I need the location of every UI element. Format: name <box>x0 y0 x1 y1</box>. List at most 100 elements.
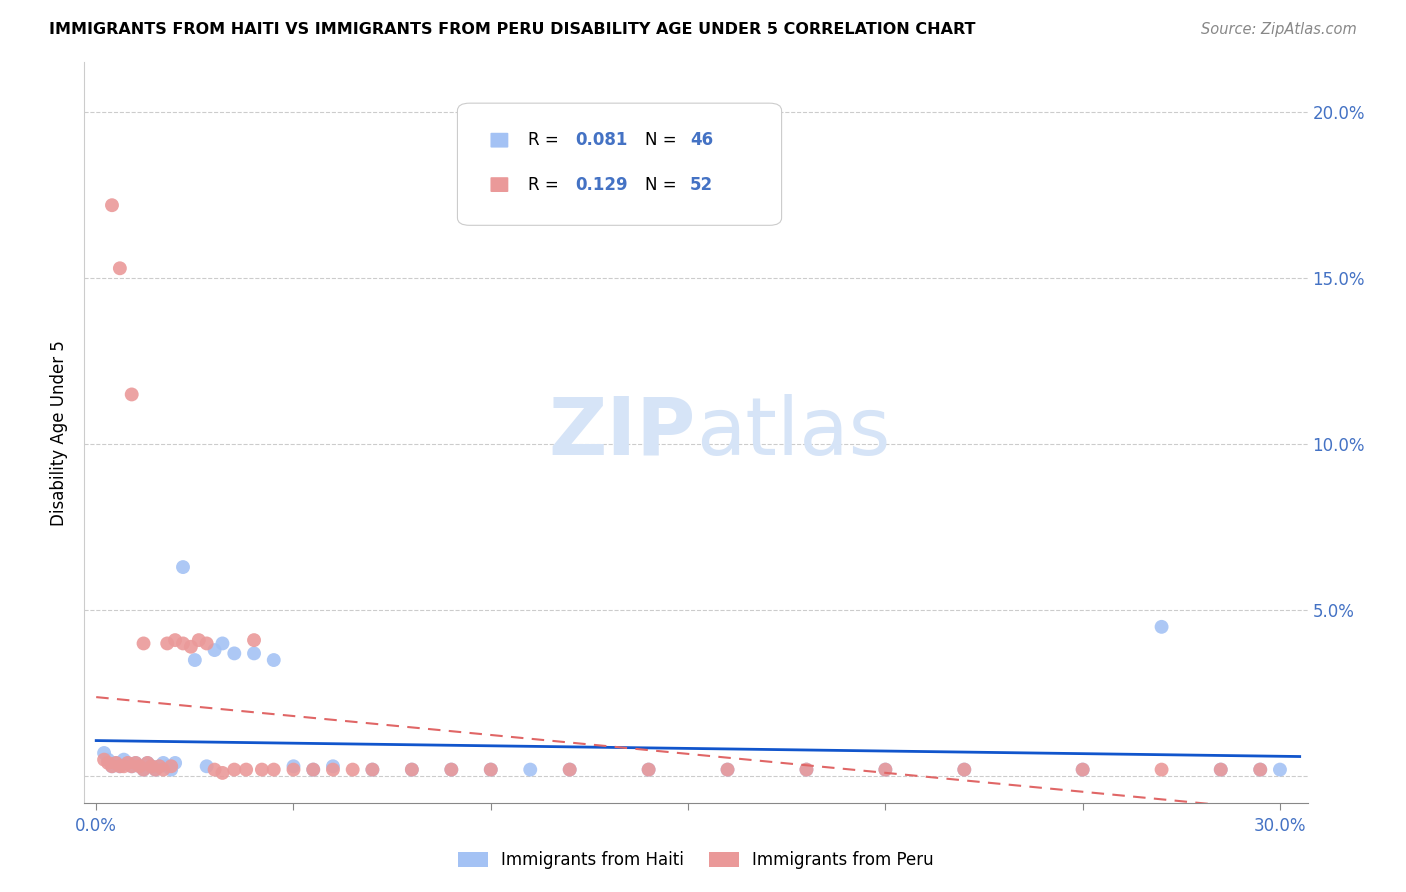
Point <box>875 763 897 777</box>
Point <box>136 756 159 770</box>
Point <box>235 763 257 777</box>
Point <box>112 759 135 773</box>
Point <box>796 763 818 777</box>
Legend: Immigrants from Haiti, Immigrants from Peru: Immigrants from Haiti, Immigrants from P… <box>451 845 941 876</box>
Point <box>204 643 226 657</box>
Point <box>152 763 174 777</box>
Point <box>1249 763 1271 777</box>
Point <box>93 746 115 760</box>
Point <box>342 763 364 777</box>
Point <box>128 759 150 773</box>
Point <box>1209 763 1232 777</box>
Point <box>263 763 285 777</box>
Point <box>361 763 384 777</box>
Text: 46: 46 <box>690 131 713 149</box>
Point <box>361 763 384 777</box>
Point <box>479 763 502 777</box>
Point <box>112 753 135 767</box>
Point <box>204 763 226 777</box>
Point <box>1071 763 1094 777</box>
Text: ZIP: ZIP <box>548 393 696 472</box>
FancyBboxPatch shape <box>491 133 509 147</box>
Point <box>117 756 139 770</box>
Point <box>124 756 146 770</box>
Point <box>165 756 187 770</box>
Point <box>322 759 344 773</box>
Point <box>97 753 120 767</box>
Point <box>93 753 115 767</box>
Point <box>148 759 170 773</box>
Point <box>637 763 659 777</box>
Point <box>875 763 897 777</box>
Point <box>117 756 139 770</box>
Point <box>558 763 581 777</box>
Text: R =: R = <box>529 131 564 149</box>
Point <box>187 633 209 648</box>
Point <box>121 759 143 773</box>
Point <box>195 636 218 650</box>
Text: IMMIGRANTS FROM HAITI VS IMMIGRANTS FROM PERU DISABILITY AGE UNDER 5 CORRELATION: IMMIGRANTS FROM HAITI VS IMMIGRANTS FROM… <box>49 22 976 37</box>
Point <box>101 198 124 212</box>
Point <box>124 756 146 770</box>
Point <box>243 633 266 648</box>
Point <box>796 763 818 777</box>
Point <box>440 763 463 777</box>
Text: 0.129: 0.129 <box>575 176 627 194</box>
Point <box>156 759 179 773</box>
Point <box>283 759 305 773</box>
Point <box>401 763 423 777</box>
Point <box>224 763 246 777</box>
Point <box>132 763 155 777</box>
Point <box>1209 763 1232 777</box>
Point <box>172 636 194 650</box>
FancyBboxPatch shape <box>457 103 782 226</box>
Point <box>145 763 167 777</box>
Point <box>401 763 423 777</box>
Point <box>953 763 976 777</box>
Point <box>145 763 167 777</box>
Point <box>104 756 127 770</box>
Point <box>1150 763 1173 777</box>
Point <box>165 633 187 648</box>
Text: R =: R = <box>529 176 564 194</box>
Y-axis label: Disability Age Under 5: Disability Age Under 5 <box>51 340 69 525</box>
Point <box>180 640 202 654</box>
Point <box>302 763 325 777</box>
Point <box>132 763 155 777</box>
Point <box>152 756 174 770</box>
Point <box>716 763 738 777</box>
Point <box>1150 620 1173 634</box>
Point <box>211 766 233 780</box>
Point <box>302 763 325 777</box>
Point <box>156 636 179 650</box>
Point <box>172 560 194 574</box>
Point <box>250 763 273 777</box>
Point <box>101 759 124 773</box>
Point <box>132 636 155 650</box>
Point <box>136 756 159 770</box>
Point <box>184 653 207 667</box>
Point <box>283 763 305 777</box>
Text: atlas: atlas <box>696 393 890 472</box>
Text: 52: 52 <box>690 176 713 194</box>
Point <box>104 756 127 770</box>
Text: N =: N = <box>644 131 682 149</box>
Point <box>128 759 150 773</box>
Point <box>121 387 143 401</box>
Point <box>716 763 738 777</box>
Point <box>160 763 183 777</box>
Point <box>558 763 581 777</box>
Text: N =: N = <box>644 176 682 194</box>
Point <box>519 763 541 777</box>
Point <box>953 763 976 777</box>
Point <box>148 759 170 773</box>
Point <box>160 759 183 773</box>
Point <box>637 763 659 777</box>
Point <box>97 756 120 770</box>
Text: Source: ZipAtlas.com: Source: ZipAtlas.com <box>1201 22 1357 37</box>
Point <box>108 759 131 773</box>
Point <box>195 759 218 773</box>
Point <box>211 636 233 650</box>
Point <box>141 759 163 773</box>
Point <box>440 763 463 777</box>
